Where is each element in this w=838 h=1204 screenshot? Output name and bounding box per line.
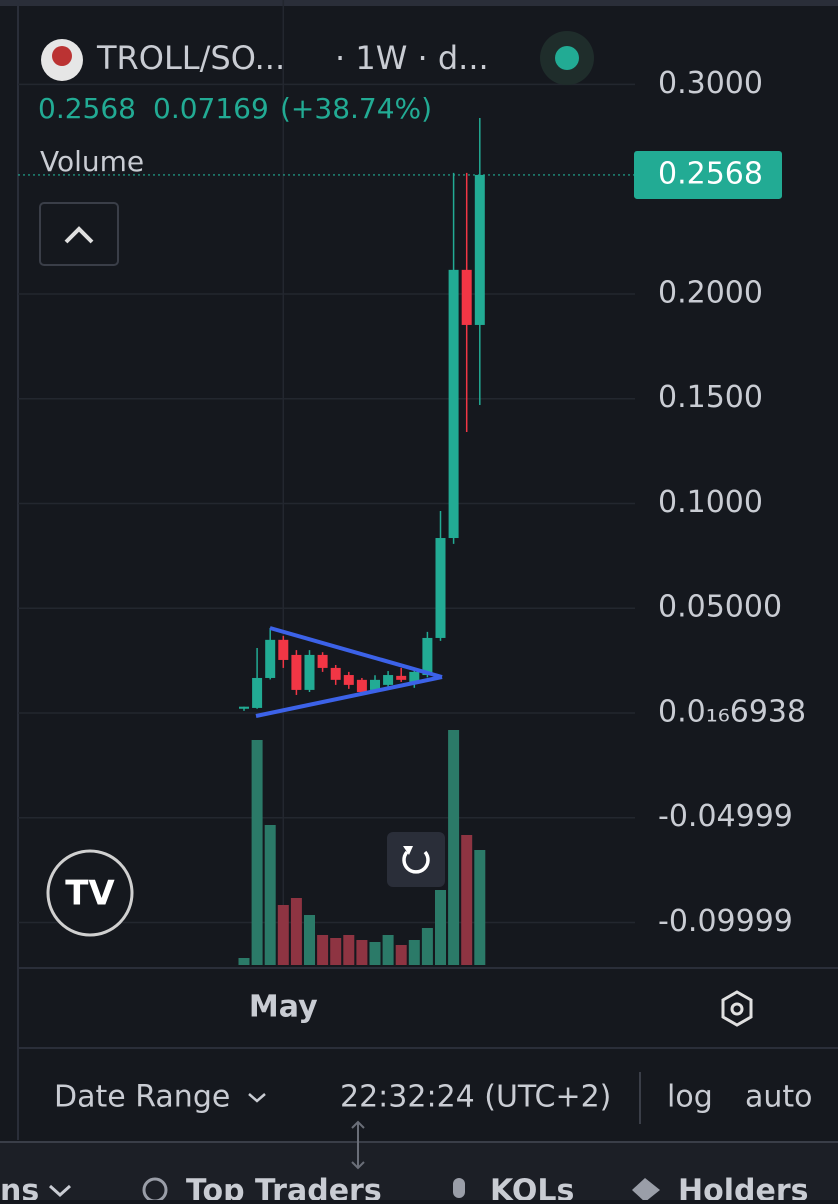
volume-bar [395,945,407,965]
x-tick-label: May [249,990,318,1025]
collapse-button[interactable] [39,202,119,266]
volume-bar [264,825,276,965]
candle-body [370,679,380,690]
candle-body [330,667,341,680]
volume-bar [356,940,368,965]
candle-body [474,174,485,325]
resize-handle[interactable] [351,1120,365,1170]
candle-body [291,654,302,690]
volume-bar [435,890,446,965]
y-tick-label: -0.04999 [658,799,793,834]
top-border [0,0,838,6]
tab-icon [632,1178,660,1202]
volume-bar [330,938,342,965]
interval[interactable]: · 1W · d... [335,39,489,77]
tv-logo-mark: TV [65,874,115,914]
change-pct: (+38.74%) [280,92,432,125]
tab-arrow [48,1184,72,1198]
candle-body [252,677,263,708]
tab[interactable]: KOLs [490,1174,574,1204]
settings-icon[interactable] [721,990,753,1027]
trendline-upper [269,626,443,679]
logo-detail [52,46,72,66]
candle-body [461,269,472,325]
reset-arrow [403,846,413,855]
volume-bar [448,730,460,965]
reset-button[interactable] [387,832,445,887]
volume-bar [277,905,289,965]
tab[interactable]: Holders [678,1174,808,1204]
candle-body [317,654,328,668]
volume-bar [421,928,433,965]
clock[interactable]: 22:32:24 (UTC+2) [340,1080,611,1115]
candle-body [448,269,459,539]
candle-body [343,675,354,685]
candle-body [278,639,289,660]
y-tick-label: 0.1000 [658,485,763,520]
candle-body [409,671,420,682]
candle-body [422,637,433,676]
y-tick-label: 0.1500 [658,380,763,415]
last-price-tag [634,150,782,199]
last-price: 0.2568 [38,92,136,125]
volume-bar [343,935,355,965]
volume-bar [408,940,420,965]
volume-bar [317,935,329,965]
volume-bar [382,935,394,965]
plot: 0.3000 0.2000 0.1500 0.1000 0.05000 0.0₁₆6938… [18,0,806,965]
volume-label: Volume [40,145,144,178]
symbol[interactable]: TROLL/SO... [96,39,285,77]
candle-body [396,675,407,680]
trendline-lower [255,675,443,718]
candle-body [304,654,315,690]
change: 0.07169 [153,92,269,125]
volume-bar [251,740,263,965]
tab[interactable]: ns [0,1174,39,1204]
volume-bar [474,850,486,965]
tab-icon [453,1178,465,1198]
auto-toggle[interactable]: auto [745,1080,813,1115]
y-tick-label: 0.3000 [658,66,763,101]
settings-icon-center [730,1002,744,1016]
candle-body [435,538,446,638]
status-dot [555,46,579,70]
chevron-up [64,226,94,244]
candle-body [356,679,367,693]
volume-bar [290,898,302,965]
y-tick-label: -0.09999 [658,904,793,939]
reset-icon [402,850,430,874]
volume-bar [238,958,250,965]
volume-bar [461,835,473,965]
candle-body [265,639,276,678]
last-price-label: 0.2568 [658,156,763,191]
y-tick-label: 0.2000 [658,275,763,310]
candle-body [383,675,394,685]
volume-bar [304,915,315,965]
tab[interactable]: Top Traders [186,1174,382,1204]
y-tick-label: 0.0₁₆6938 [658,694,806,729]
date-range[interactable]: Date Range [54,1080,230,1115]
volume-bar [369,942,381,965]
dropdown-arrow [248,1093,266,1103]
tab-bar [0,1142,838,1200]
tv-logo[interactable] [46,849,134,937]
candle-body [239,706,249,709]
y-tick-label: 0.05000 [658,590,782,625]
log-toggle[interactable]: log [667,1080,713,1115]
